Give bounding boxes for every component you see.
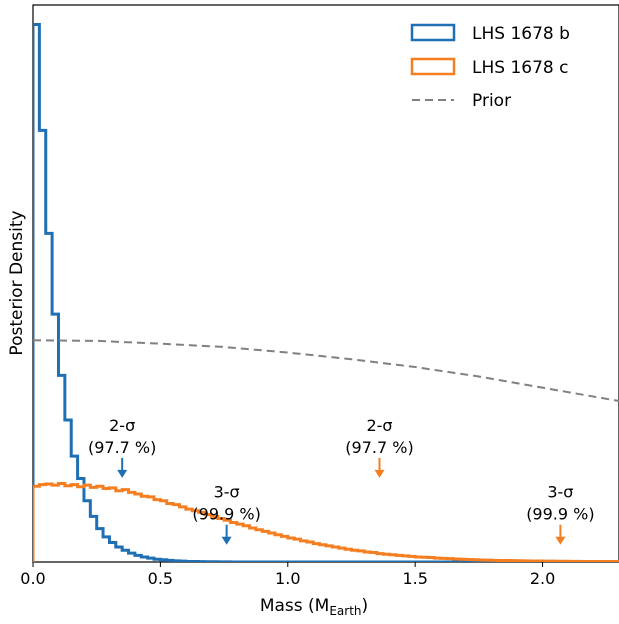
legend: LHS 1678 b LHS 1678 c Prior [410, 23, 570, 111]
annotation-percent-label: (97.7 %) [345, 438, 413, 457]
series-lhs-1678-b [33, 23, 619, 562]
legend-label-prior: Prior [472, 91, 511, 111]
annotation-sigma-label: 2-σ [366, 416, 392, 435]
annotation-layer: 2-σ (97.7 %) 3-σ (99.9 %) 2-σ (97.7 %) 3-σ (99.… [88, 416, 595, 545]
x-axis-title-close: ) [362, 596, 369, 616]
x-tick-label: 0.0 [20, 569, 45, 588]
legend-swatch-lhs-1678-c [410, 57, 456, 76]
annotation-sigma-label: 3-σ [214, 483, 240, 502]
annotation-arrow-head [221, 536, 232, 545]
legend-swatch-lhs-1678-b [410, 23, 456, 42]
sigma-annotation: 2-σ (97.7 %) [345, 416, 414, 478]
x-tick-label: 1.0 [275, 569, 300, 588]
series-prior [33, 339, 619, 403]
annotation-arrow-head [374, 469, 385, 478]
plot-frame [32, 4, 619, 563]
x-axis-title: Mass (MEarth) [260, 596, 368, 618]
x-tick-label: 1.5 [402, 569, 427, 588]
annotation-sigma-label: 3-σ [547, 483, 573, 502]
legend-label-lhs-1678-c: LHS 1678 c [472, 58, 568, 78]
x-tick-label: 2.0 [530, 569, 555, 588]
sigma-annotation: 3-σ (99.9 %) [192, 483, 261, 545]
x-axis-title-subscript: Earth [329, 604, 361, 618]
sigma-annotation: 2-σ (97.7 %) [88, 416, 156, 478]
x-tick-label: 0.5 [148, 569, 173, 588]
x-axis-title-main: Mass (M [260, 596, 330, 616]
series-layer [33, 23, 619, 562]
annotation-arrow-head [117, 469, 128, 478]
legend-label-lhs-1678-b: LHS 1678 b [472, 24, 570, 44]
sigma-annotation: 3-σ (99.9 %) [526, 483, 595, 545]
annotation-sigma-label: 2-σ [109, 416, 135, 435]
annotation-percent-label: (97.7 %) [88, 438, 156, 457]
annotation-percent-label: (99.9 %) [192, 505, 260, 524]
x-axis-ticks: 0.0 0.5 1.0 1.5 2.0 [20, 562, 555, 588]
annotation-percent-label: (99.9 %) [526, 505, 594, 524]
series-lhs-1678-c [33, 481, 619, 562]
annotation-arrow-head [555, 536, 566, 545]
y-axis-title: Posterior Density [7, 210, 27, 355]
